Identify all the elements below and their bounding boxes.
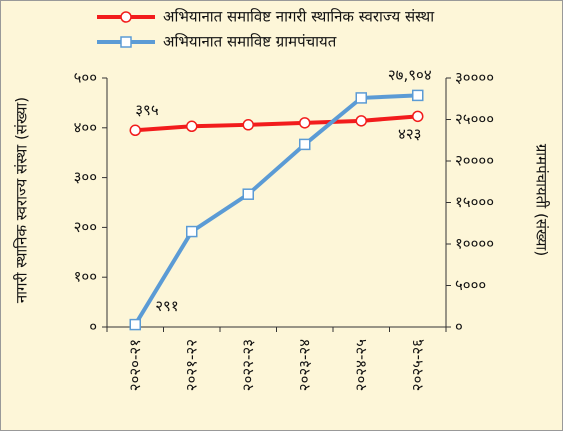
x-tick-label: २०२४-२५ xyxy=(352,339,370,391)
marker xyxy=(129,318,141,331)
marker xyxy=(186,120,198,133)
data-label: २९१ xyxy=(155,297,178,315)
y-tick-label: १०० xyxy=(74,268,97,286)
legend-label: अभियानात समाविष्ट नागरी स्थानिक स्वराज्य… xyxy=(163,8,435,26)
y-tick-label: ४०० xyxy=(74,118,97,136)
y2-axis-title: ग्रामपंचायती (संख्या) xyxy=(533,144,551,256)
x-tick-label: २०२५-२६ xyxy=(408,339,426,391)
y2-tick-label: १५००० xyxy=(455,193,494,211)
marker xyxy=(242,188,254,200)
y-tick-label: ० xyxy=(89,318,97,336)
marker xyxy=(242,119,254,131)
y2-tick-label: ३०००० xyxy=(455,69,494,87)
y-tick-label: २०० xyxy=(74,218,97,236)
y-axis-title: नागरी स्थानिक स्वराज्य संस्था (संख्या) xyxy=(13,97,31,303)
marker xyxy=(355,115,367,127)
data-label: २७,९०४ xyxy=(388,66,432,84)
legend-marker xyxy=(120,11,132,23)
y2-tick-label: १०००० xyxy=(455,235,494,253)
y2-tick-label: २५००० xyxy=(455,110,494,128)
y-tick-label: ३०० xyxy=(74,168,97,186)
marker xyxy=(186,225,198,238)
legend-label: अभियानात समाविष्ट ग्रामपंचायत xyxy=(163,33,337,51)
x-tick-label: २०२०-२१ xyxy=(126,339,144,391)
marker xyxy=(412,110,424,123)
y2-tick-label: ० xyxy=(455,318,463,336)
y-tick-label: ५०० xyxy=(74,69,97,87)
marker xyxy=(412,89,424,102)
x-tick-label: २०२३-२४ xyxy=(295,339,313,391)
x-tick-label: २०२२-२३ xyxy=(239,339,257,391)
data-label: ३९५ xyxy=(135,101,159,119)
marker xyxy=(299,117,311,129)
series-line xyxy=(133,93,418,326)
series-line xyxy=(135,114,418,133)
y2-tick-label: २०००० xyxy=(455,152,494,170)
legend-marker xyxy=(120,36,132,48)
data-label: ४२३ xyxy=(398,125,421,143)
y2-tick-label: ५००० xyxy=(455,276,486,294)
marker xyxy=(299,138,311,151)
marker xyxy=(129,124,141,137)
marker xyxy=(355,92,367,104)
x-tick-label: २०२१-२२ xyxy=(182,339,200,391)
